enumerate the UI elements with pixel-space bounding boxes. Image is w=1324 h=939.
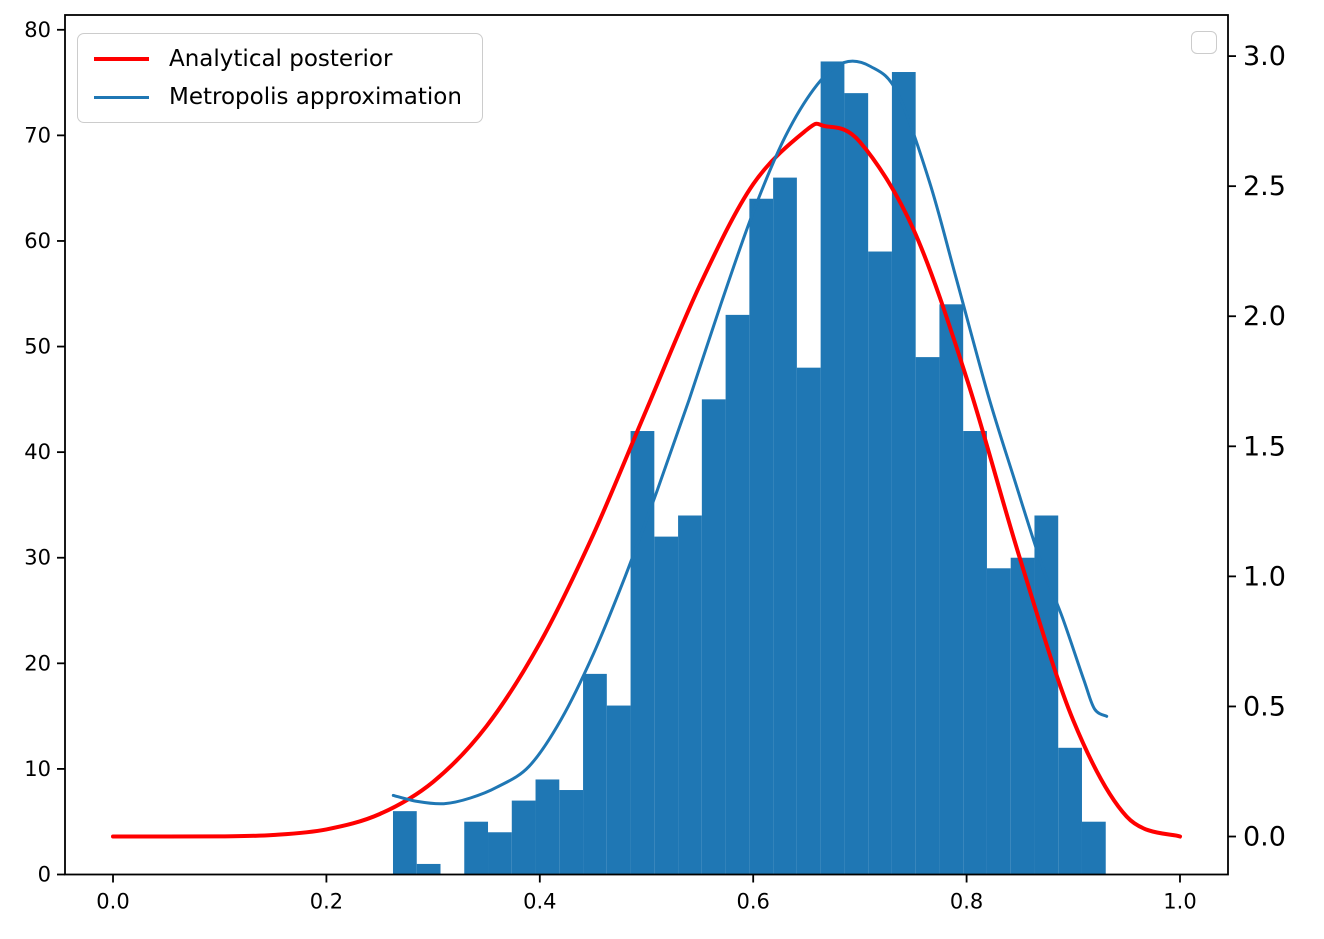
histogram-bar — [511, 800, 536, 875]
left-y-tick-label: 30 — [24, 546, 51, 570]
legend-label: Metropolis approximation — [169, 84, 462, 110]
histogram-bar — [749, 198, 774, 875]
left-y-tick-label: 40 — [24, 440, 51, 464]
legend-label: Analytical posterior — [169, 46, 393, 72]
x-tick-label: 0.2 — [310, 890, 343, 914]
x-tick-label: 1.0 — [1163, 890, 1196, 914]
legend: Analytical posterior Metropolis approxim… — [77, 33, 483, 123]
histogram-bar — [915, 357, 940, 875]
plot-border — [64, 14, 1229, 876]
left-y-tick-label: 80 — [24, 18, 51, 42]
histogram-bar — [725, 314, 750, 875]
histogram-bar — [488, 832, 512, 875]
left-y-tick-label: 60 — [24, 229, 51, 253]
curve-metropolis-approximation — [391, 59, 1109, 806]
legend-item-analytical-posterior: Analytical posterior — [94, 44, 462, 74]
legend-item-metropolis-approximation: Metropolis approximation — [94, 82, 462, 112]
x-tick-label: 0.4 — [523, 890, 556, 914]
histogram-bar — [1058, 747, 1082, 875]
right-y-tick-label: 2.5 — [1243, 171, 1286, 202]
right-y-tick-label: 3.0 — [1243, 41, 1286, 72]
histogram-bar — [630, 431, 655, 875]
x-tick-label: 0.0 — [96, 890, 129, 914]
axes — [57, 14, 1236, 883]
right-y-tick-label: 0.5 — [1243, 691, 1286, 722]
histogram-bar — [891, 72, 916, 875]
histogram-bar — [1034, 515, 1059, 875]
histogram-bar — [654, 536, 679, 875]
right-y-tick-label: 2.0 — [1243, 301, 1286, 332]
histogram-bar — [701, 399, 726, 875]
histogram-bar — [559, 790, 584, 875]
left-y-tick-label: 70 — [24, 123, 51, 147]
histogram-bar — [416, 863, 441, 875]
x-tick-label: 0.6 — [736, 890, 769, 914]
red-line-swatch — [94, 57, 149, 61]
x-tick-label: 0.8 — [950, 890, 983, 914]
histogram-bar — [820, 61, 845, 875]
empty-secondary-legend-box — [1191, 31, 1217, 54]
histogram-bar — [844, 93, 869, 875]
histogram-bar — [986, 568, 1011, 875]
left-y-tick-label: 20 — [24, 651, 51, 675]
histogram-bar — [1081, 821, 1106, 875]
curve-analytical-posterior — [111, 121, 1182, 839]
right-y-tick-label: 1.5 — [1243, 431, 1286, 462]
histogram-bar — [464, 821, 489, 875]
histogram-bar — [963, 431, 987, 875]
left-y-tick-label: 50 — [24, 335, 51, 359]
histogram-bar — [535, 779, 560, 875]
right-y-tick-label: 0.0 — [1243, 822, 1286, 853]
curves — [111, 59, 1182, 839]
histogram-bar — [583, 673, 607, 875]
histogram-bar — [392, 811, 417, 875]
histogram-bar — [796, 367, 821, 875]
blue-line-swatch — [94, 95, 149, 99]
histogram-bars — [392, 61, 1106, 875]
histogram-bar — [1010, 557, 1035, 875]
histogram-bar — [773, 177, 797, 875]
tick-labels: 0.0 0.2 0.4 0.6 0.8 1.0 0 10 20 30 40 50 60 70 80 0.0 0.… — [24, 18, 1286, 914]
right-y-tick-label: 1.0 — [1243, 561, 1286, 592]
histogram-bar — [606, 705, 631, 875]
left-y-tick-label: 10 — [24, 757, 51, 781]
histogram-bar — [939, 304, 964, 875]
left-y-tick-label: 0 — [38, 863, 51, 887]
histogram-bar — [868, 251, 892, 875]
histogram-bar — [678, 515, 702, 875]
